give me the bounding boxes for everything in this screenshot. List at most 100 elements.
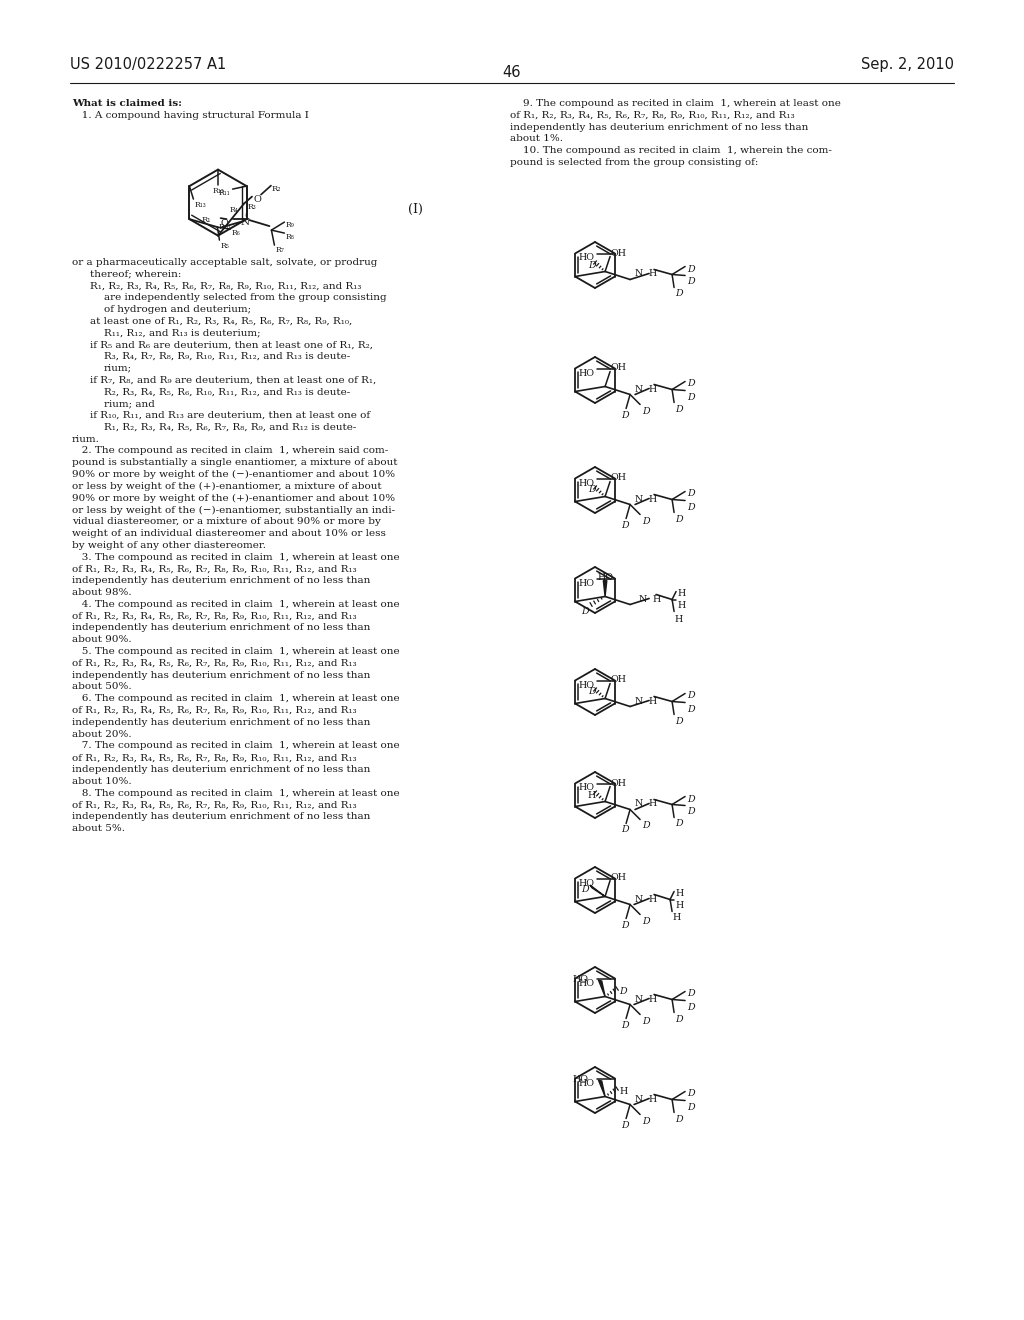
Text: D: D — [687, 692, 694, 701]
Text: about 98%.: about 98%. — [72, 587, 132, 597]
Text: of R₁, R₂, R₃, R₄, R₅, R₆, R₇, R₈, R₉, R₁₀, R₁₁, R₁₂, and R₁₃: of R₁, R₂, R₃, R₄, R₅, R₆, R₇, R₈, R₉, R… — [510, 111, 795, 120]
Text: independently has deuterium enrichment of no less than: independently has deuterium enrichment o… — [72, 766, 371, 774]
Text: of R₁, R₂, R₃, R₄, R₅, R₆, R₇, R₈, R₉, R₁₀, R₁₁, R₁₂, and R₁₃: of R₁, R₂, R₃, R₄, R₅, R₆, R₇, R₈, R₉, R… — [72, 706, 356, 715]
Text: HO: HO — [579, 879, 595, 887]
Text: 9. The compound as recited in claim  1, wherein at least one: 9. The compound as recited in claim 1, w… — [510, 99, 841, 108]
Text: or a pharmaceutically acceptable salt, solvate, or prodrug: or a pharmaceutically acceptable salt, s… — [72, 257, 378, 267]
Text: D: D — [687, 808, 694, 817]
Text: OH: OH — [610, 779, 626, 788]
Text: if R₇, R₈, and R₉ are deuterium, then at least one of R₁,: if R₇, R₈, and R₉ are deuterium, then at… — [90, 376, 376, 384]
Text: HO: HO — [579, 681, 595, 689]
Text: rium;: rium; — [104, 364, 132, 372]
Text: 3. The compound as recited in claim  1, wherein at least one: 3. The compound as recited in claim 1, w… — [72, 553, 399, 561]
Text: of R₁, R₂, R₃, R₄, R₅, R₆, R₇, R₈, R₉, R₁₀, R₁₁, R₁₂, and R₁₃: of R₁, R₂, R₃, R₄, R₅, R₆, R₇, R₈, R₉, R… — [72, 800, 356, 809]
Text: N: N — [635, 269, 643, 279]
Text: H: H — [648, 495, 656, 503]
Text: D: D — [687, 277, 694, 286]
Text: H: H — [648, 994, 656, 1003]
Text: H: H — [588, 791, 596, 800]
Text: N: N — [635, 800, 643, 808]
Text: O: O — [254, 194, 262, 203]
Text: of hydrogen and deuterium;: of hydrogen and deuterium; — [104, 305, 251, 314]
Text: D: D — [687, 490, 694, 499]
Text: D: D — [622, 1121, 629, 1130]
Text: by weight of any other diastereomer.: by weight of any other diastereomer. — [72, 541, 266, 550]
Text: D: D — [687, 705, 694, 714]
Text: D: D — [675, 404, 683, 413]
Text: about 20%.: about 20%. — [72, 730, 132, 739]
Text: N: N — [635, 697, 643, 705]
Text: 5. The compound as recited in claim  1, wherein at least one: 5. The compound as recited in claim 1, w… — [72, 647, 399, 656]
Text: N: N — [635, 1094, 643, 1104]
Text: D: D — [642, 1117, 649, 1126]
Text: D: D — [582, 606, 589, 615]
Text: R₃: R₃ — [248, 203, 256, 211]
Text: D: D — [622, 1020, 629, 1030]
Text: at least one of R₁, R₂, R₃, R₄, R₅, R₆, R₇, R₈, R₉, R₁₀,: at least one of R₁, R₂, R₃, R₄, R₅, R₆, … — [90, 317, 352, 326]
Polygon shape — [598, 1080, 605, 1097]
Text: H: H — [648, 697, 656, 705]
Text: D: D — [687, 795, 694, 804]
Text: HO: HO — [579, 784, 595, 792]
Text: R₁₀: R₁₀ — [219, 223, 230, 231]
Text: about 90%.: about 90%. — [72, 635, 132, 644]
Text: 10. The compound as recited in claim  1, wherein the com-: 10. The compound as recited in claim 1, … — [510, 147, 831, 156]
Text: D: D — [642, 821, 649, 830]
Text: H: H — [675, 890, 683, 899]
Text: R₈: R₈ — [286, 234, 294, 242]
Text: D: D — [687, 503, 694, 511]
Text: if R₅ and R₆ are deuterium, then at least one of R₁, R₂,: if R₅ and R₆ are deuterium, then at leas… — [90, 341, 373, 350]
Text: 4. The compound as recited in claim  1, wherein at least one: 4. The compound as recited in claim 1, w… — [72, 599, 399, 609]
Text: D: D — [622, 411, 629, 420]
Text: independently has deuterium enrichment of no less than: independently has deuterium enrichment o… — [72, 718, 371, 727]
Text: US 2010/0222257 A1: US 2010/0222257 A1 — [70, 57, 226, 73]
Text: independently has deuterium enrichment of no less than: independently has deuterium enrichment o… — [72, 577, 371, 585]
Text: vidual diastereomer, or a mixture of about 90% or more by: vidual diastereomer, or a mixture of abo… — [72, 517, 381, 527]
Text: OH: OH — [610, 363, 626, 372]
Text: D: D — [642, 516, 649, 525]
Text: D: D — [687, 264, 694, 273]
Text: R₅: R₅ — [220, 242, 229, 249]
Text: R₁₂: R₁₂ — [212, 186, 224, 194]
Text: D: D — [675, 717, 683, 726]
Text: D: D — [622, 825, 629, 834]
Text: D: D — [675, 289, 683, 298]
Text: about 10%.: about 10%. — [72, 776, 132, 785]
Text: of R₁, R₂, R₃, R₄, R₅, R₆, R₇, R₈, R₉, R₁₀, R₁₁, R₁₂, and R₁₃: of R₁, R₂, R₃, R₄, R₅, R₆, R₇, R₈, R₉, R… — [72, 754, 356, 762]
Text: R₁: R₁ — [201, 216, 211, 224]
Text: D: D — [675, 515, 683, 524]
Text: H: H — [672, 913, 680, 923]
Text: N: N — [241, 218, 250, 227]
Text: or less by weight of the (−)-enantiomer, substantially an indi-: or less by weight of the (−)-enantiomer,… — [72, 506, 395, 515]
Text: are independently selected from the group consisting: are independently selected from the grou… — [104, 293, 387, 302]
Text: D: D — [588, 688, 596, 697]
Text: D: D — [588, 486, 596, 495]
Text: 90% or more by weight of the (+)-enantiomer and about 10%: 90% or more by weight of the (+)-enantio… — [72, 494, 395, 503]
Text: HO: HO — [579, 978, 595, 987]
Text: Sep. 2, 2010: Sep. 2, 2010 — [861, 57, 954, 73]
Text: about 1%.: about 1%. — [510, 135, 563, 144]
Text: about 5%.: about 5%. — [72, 824, 125, 833]
Text: R₂, R₃, R₄, R₅, R₆, R₁₀, R₁₁, R₁₂, and R₁₃ is deute-: R₂, R₃, R₄, R₅, R₆, R₁₀, R₁₁, R₁₂, and R… — [104, 387, 350, 396]
Text: D: D — [687, 380, 694, 388]
Text: HO: HO — [579, 253, 595, 263]
Text: of R₁, R₂, R₃, R₄, R₅, R₆, R₇, R₈, R₉, R₁₀, R₁₁, R₁₂, and R₁₃: of R₁, R₂, R₃, R₄, R₅, R₆, R₇, R₈, R₉, R… — [72, 611, 356, 620]
Text: HO: HO — [579, 479, 595, 487]
Text: D: D — [687, 1089, 694, 1098]
Text: R₃, R₄, R₇, R₈, R₉, R₁₀, R₁₁, R₁₂, and R₁₃ is deute-: R₃, R₄, R₇, R₈, R₉, R₁₀, R₁₁, R₁₂, and R… — [104, 352, 350, 360]
Text: R₇: R₇ — [275, 246, 285, 253]
Text: H: H — [675, 902, 683, 911]
Text: 46: 46 — [503, 65, 521, 81]
Text: R₉: R₉ — [286, 220, 294, 230]
Text: D: D — [687, 392, 694, 401]
Text: R₁₁, R₁₂, and R₁₃ is deuterium;: R₁₁, R₁₂, and R₁₃ is deuterium; — [104, 329, 261, 338]
Text: H: H — [620, 1086, 628, 1096]
Text: H: H — [677, 602, 685, 610]
Text: R₆: R₆ — [231, 230, 241, 238]
Text: What is claimed is:: What is claimed is: — [72, 99, 182, 108]
Text: H: H — [648, 1094, 656, 1104]
Text: HO: HO — [572, 975, 588, 985]
Text: 8. The compound as recited in claim  1, wherein at least one: 8. The compound as recited in claim 1, w… — [72, 788, 399, 797]
Text: pound is selected from the group consisting of:: pound is selected from the group consist… — [510, 158, 759, 168]
Text: H: H — [648, 895, 656, 903]
